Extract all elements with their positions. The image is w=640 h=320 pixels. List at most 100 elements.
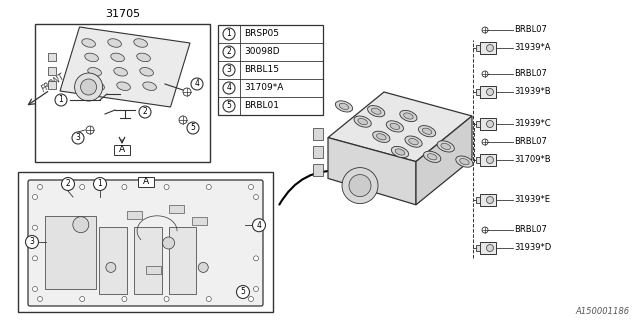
Circle shape xyxy=(253,195,259,199)
Text: BRBL07: BRBL07 xyxy=(514,138,547,147)
Circle shape xyxy=(33,225,38,230)
Text: 1: 1 xyxy=(59,95,63,105)
Text: BRBL07: BRBL07 xyxy=(514,26,547,35)
Polygon shape xyxy=(416,116,472,205)
Circle shape xyxy=(163,237,175,249)
Text: 5: 5 xyxy=(227,101,232,110)
Bar xyxy=(218,25,323,115)
Bar xyxy=(480,118,496,130)
Ellipse shape xyxy=(424,151,441,163)
Circle shape xyxy=(248,297,253,301)
Text: 31939*A: 31939*A xyxy=(514,44,550,52)
Bar xyxy=(480,42,496,54)
Circle shape xyxy=(86,126,94,134)
Ellipse shape xyxy=(428,154,437,160)
Circle shape xyxy=(482,139,488,145)
Bar xyxy=(18,172,273,312)
Circle shape xyxy=(253,286,259,292)
Circle shape xyxy=(486,121,493,127)
Circle shape xyxy=(486,156,493,164)
Bar xyxy=(168,227,196,294)
Text: 3: 3 xyxy=(227,66,232,75)
Circle shape xyxy=(253,256,259,261)
Bar xyxy=(313,128,323,140)
Circle shape xyxy=(26,236,38,249)
Bar xyxy=(35,24,210,162)
Circle shape xyxy=(482,227,488,233)
Circle shape xyxy=(38,185,42,189)
Polygon shape xyxy=(60,27,190,107)
Ellipse shape xyxy=(396,149,404,155)
Bar xyxy=(145,266,161,274)
Text: FRONT: FRONT xyxy=(40,72,67,94)
Text: 2: 2 xyxy=(143,108,147,116)
Bar xyxy=(480,194,496,206)
Circle shape xyxy=(33,195,38,199)
Text: 1: 1 xyxy=(227,29,232,38)
Circle shape xyxy=(248,185,253,189)
Bar xyxy=(476,157,480,163)
Ellipse shape xyxy=(405,136,422,147)
Bar xyxy=(476,121,480,127)
Text: 4: 4 xyxy=(227,84,232,92)
Circle shape xyxy=(223,82,235,94)
Text: 3: 3 xyxy=(76,133,81,142)
Ellipse shape xyxy=(376,134,386,140)
Circle shape xyxy=(106,262,116,272)
Ellipse shape xyxy=(372,131,390,142)
Text: 5: 5 xyxy=(191,124,195,132)
Circle shape xyxy=(80,185,84,189)
Circle shape xyxy=(93,178,106,190)
Bar xyxy=(45,216,96,289)
Circle shape xyxy=(486,244,493,252)
Text: 31939*B: 31939*B xyxy=(514,87,550,97)
Circle shape xyxy=(482,27,488,33)
Ellipse shape xyxy=(354,116,371,127)
Circle shape xyxy=(179,116,187,124)
Bar xyxy=(313,164,323,176)
Circle shape xyxy=(198,262,208,272)
Circle shape xyxy=(187,122,199,134)
Ellipse shape xyxy=(386,121,403,132)
Polygon shape xyxy=(328,138,416,205)
Bar xyxy=(127,211,142,219)
Bar xyxy=(48,53,56,61)
Circle shape xyxy=(33,286,38,292)
Bar xyxy=(480,242,496,254)
Text: A: A xyxy=(143,178,148,187)
Circle shape xyxy=(486,44,493,52)
Circle shape xyxy=(342,168,378,204)
Text: BRBL07: BRBL07 xyxy=(514,226,547,235)
Circle shape xyxy=(80,297,84,301)
Bar xyxy=(480,154,496,166)
Circle shape xyxy=(486,89,493,95)
Polygon shape xyxy=(328,92,472,162)
Circle shape xyxy=(191,78,203,90)
Circle shape xyxy=(164,297,169,301)
Ellipse shape xyxy=(358,118,367,125)
Text: 31709*B: 31709*B xyxy=(514,156,550,164)
Circle shape xyxy=(223,46,235,58)
Text: A150001186: A150001186 xyxy=(576,307,630,316)
Bar xyxy=(480,86,496,98)
Ellipse shape xyxy=(114,68,127,76)
Ellipse shape xyxy=(143,82,156,91)
Text: A: A xyxy=(119,146,125,155)
Ellipse shape xyxy=(409,139,419,145)
Ellipse shape xyxy=(390,123,399,130)
Text: 31709*A: 31709*A xyxy=(244,84,284,92)
Ellipse shape xyxy=(460,158,469,165)
Circle shape xyxy=(206,297,211,301)
Text: BRBL07: BRBL07 xyxy=(514,69,547,78)
Bar xyxy=(48,67,56,75)
Bar xyxy=(138,177,154,187)
Circle shape xyxy=(253,219,266,232)
Circle shape xyxy=(349,175,371,196)
Ellipse shape xyxy=(84,53,99,62)
Circle shape xyxy=(122,297,127,301)
Ellipse shape xyxy=(335,101,353,112)
Text: 3: 3 xyxy=(29,237,35,246)
Circle shape xyxy=(73,217,89,233)
Bar xyxy=(48,81,56,89)
Ellipse shape xyxy=(134,39,147,47)
